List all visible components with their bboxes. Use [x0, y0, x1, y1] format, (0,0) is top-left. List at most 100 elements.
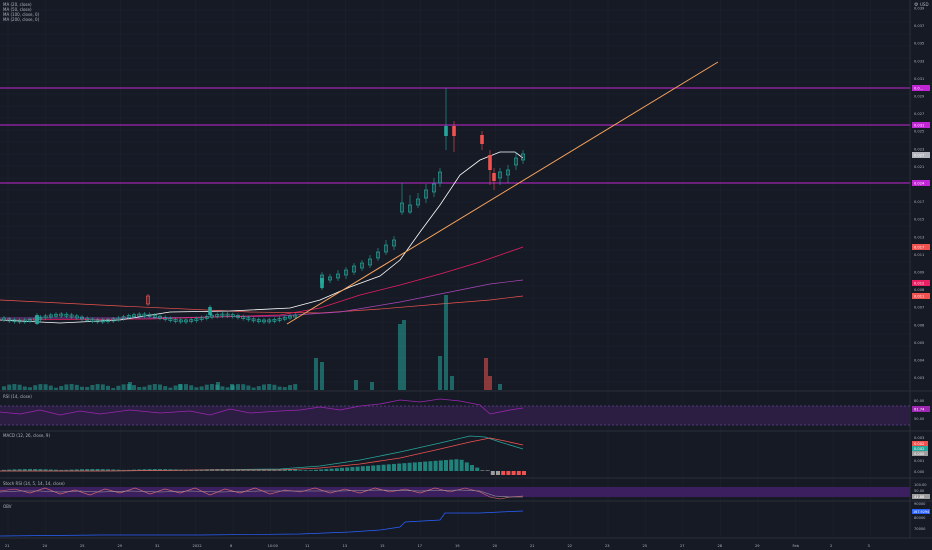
candle-body[interactable] — [344, 269, 348, 276]
candle-body[interactable] — [48, 314, 53, 318]
candle-body[interactable] — [90, 318, 95, 322]
candle-body[interactable] — [246, 317, 251, 321]
candle-body[interactable] — [251, 318, 256, 322]
candle-body[interactable] — [173, 319, 178, 322]
ma50-line[interactable] — [0, 246, 524, 321]
gear-icon[interactable]: ⚙ — [914, 2, 919, 8]
rsi-pane[interactable]: RSI (14, close) 80.00 50.00 61.74 — [0, 394, 930, 426]
candle-body[interactable] — [267, 319, 272, 323]
candle-body[interactable] — [7, 318, 12, 322]
signal-line[interactable] — [0, 437, 524, 472]
candle-body[interactable] — [22, 319, 27, 323]
candle-body[interactable] — [59, 313, 64, 317]
candle-body[interactable] — [416, 198, 420, 206]
macd-pane[interactable]: MACD (12, 26, close, 9) 0.003 0.002 0.00… — [0, 433, 928, 475]
ma100-line[interactable] — [0, 279, 524, 319]
candle-body[interactable] — [137, 313, 142, 317]
candle-body[interactable] — [116, 317, 121, 321]
candle-body[interactable] — [320, 278, 324, 288]
candle-body[interactable] — [132, 314, 136, 318]
candle-body[interactable] — [498, 171, 502, 179]
candle-body[interactable] — [199, 317, 204, 320]
candle-body[interactable] — [17, 319, 22, 323]
candle-body[interactable] — [85, 317, 90, 321]
candle-body[interactable] — [184, 319, 188, 323]
stoch-rsi-pane[interactable]: Stoch RSI (14, 5, 14, 14, close) 100.00 … — [0, 481, 930, 500]
candle-body[interactable] — [163, 317, 168, 320]
candle-body[interactable] — [194, 318, 199, 322]
volume-bars[interactable] — [2, 295, 502, 390]
ma50-legend[interactable]: MA (50, close) — [3, 7, 32, 12]
ma20-line[interactable] — [0, 151, 524, 324]
candle-body[interactable] — [336, 273, 340, 279]
candle-body[interactable] — [208, 307, 212, 315]
candle-body[interactable] — [43, 315, 48, 319]
candle-body[interactable] — [384, 244, 388, 253]
candle-body[interactable] — [12, 319, 17, 323]
candle-body[interactable] — [360, 262, 364, 269]
candle-body[interactable] — [126, 315, 131, 318]
candle-body[interactable] — [368, 258, 372, 266]
candle-body[interactable] — [492, 173, 496, 181]
candle-body[interactable] — [506, 169, 510, 176]
candle-body[interactable] — [282, 316, 287, 320]
candle-body[interactable] — [424, 189, 428, 199]
candle-body[interactable] — [241, 316, 246, 319]
candle-body[interactable] — [80, 316, 84, 320]
candle-body[interactable] — [256, 319, 261, 322]
candle-body[interactable] — [64, 313, 69, 317]
candle-body[interactable] — [480, 135, 484, 144]
candle-body[interactable] — [2, 317, 6, 321]
candle-body[interactable] — [514, 157, 518, 166]
ma20-legend[interactable]: MA (20, close) — [3, 2, 32, 7]
candle-body[interactable] — [210, 314, 214, 318]
stoch-k-line[interactable] — [0, 487, 524, 500]
candle-body[interactable] — [158, 315, 162, 319]
candle-body[interactable] — [277, 318, 282, 321]
time-axis[interactable]: 21 24 25 29 31 2022 6 10:00 11 13 15 17 19 20 21 22 23 25… — [5, 544, 870, 548]
candle-body[interactable] — [288, 315, 292, 319]
candle-body[interactable] — [408, 204, 412, 213]
obv-line[interactable] — [0, 510, 524, 537]
candle-body[interactable] — [444, 126, 448, 136]
candle-body[interactable] — [438, 171, 442, 184]
obv-pane[interactable]: OBV 90000 80000 70000 167.9294 — [0, 502, 930, 537]
candle-body[interactable] — [204, 316, 209, 319]
candle-body[interactable] — [100, 319, 105, 323]
candle-body[interactable] — [452, 126, 456, 136]
candle-body[interactable] — [521, 153, 525, 161]
candle-body[interactable] — [121, 316, 126, 320]
candle-body[interactable] — [54, 313, 58, 317]
candle-body[interactable] — [95, 319, 100, 323]
candle-body[interactable] — [35, 315, 39, 324]
moving-averages[interactable] — [0, 151, 524, 324]
stoch-d-line[interactable] — [0, 489, 523, 498]
trendline[interactable] — [286, 61, 719, 325]
rsi-line[interactable] — [0, 398, 524, 416]
candle-body[interactable] — [106, 319, 110, 323]
candle-body[interactable] — [178, 319, 183, 323]
candle-body[interactable] — [28, 318, 32, 322]
candle-body[interactable] — [220, 313, 225, 317]
candle-body[interactable] — [392, 239, 396, 247]
candle-body[interactable] — [147, 314, 152, 317]
ma100-legend[interactable]: MA (100, close, 0) — [3, 12, 40, 17]
candle-body[interactable] — [142, 313, 147, 317]
candle-body[interactable] — [152, 314, 157, 318]
ma200-line[interactable] — [0, 295, 524, 314]
candle-body[interactable] — [168, 318, 173, 321]
candle-body[interactable] — [488, 155, 492, 170]
candle-body[interactable] — [111, 318, 116, 322]
candle-body[interactable] — [376, 251, 380, 259]
candle-body[interactable] — [432, 183, 436, 193]
candle-body[interactable] — [262, 319, 266, 323]
candle-body[interactable] — [225, 313, 230, 317]
candle-body[interactable] — [146, 295, 150, 305]
candle-body[interactable] — [328, 276, 332, 281]
candle-body[interactable] — [352, 265, 356, 273]
candle-body[interactable] — [293, 314, 298, 318]
candle-body[interactable] — [230, 314, 235, 317]
candle-body[interactable] — [189, 319, 194, 322]
ma200-legend[interactable]: MA (200, close, 0) — [3, 17, 40, 22]
candle-body[interactable] — [236, 315, 240, 318]
